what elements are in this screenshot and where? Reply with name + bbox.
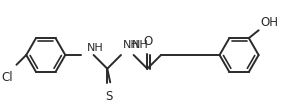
- Text: NH: NH: [123, 40, 140, 50]
- Text: NH: NH: [132, 40, 148, 50]
- Text: Cl: Cl: [1, 70, 13, 83]
- Text: S: S: [105, 89, 113, 102]
- Text: NH: NH: [87, 43, 103, 53]
- Text: OH: OH: [261, 16, 279, 29]
- Text: O: O: [144, 35, 153, 48]
